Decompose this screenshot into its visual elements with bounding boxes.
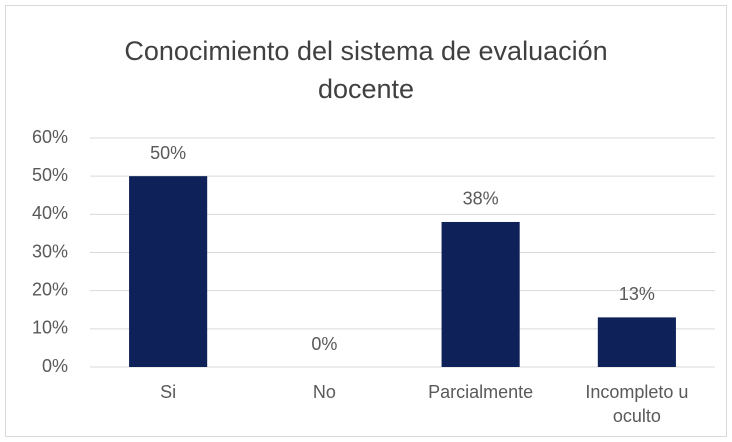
y-tick-label: 10% [32,318,68,338]
data-label: 50% [150,143,186,163]
data-label: 38% [463,189,499,209]
y-tick-label: 20% [32,279,68,299]
x-tick-label: Incompleto u oculto [585,382,689,426]
x-tick-label: No [312,382,336,402]
bar [597,317,676,367]
bar [129,176,208,367]
y-tick-label: 60% [32,127,68,147]
chart-title: Conocimiento del sistema de evaluación d… [124,36,608,104]
y-tick-label: 30% [32,241,68,261]
x-tick-label: Si [160,382,177,402]
data-label: 0% [311,334,337,354]
y-tick-label: 0% [42,356,68,376]
y-tick-label: 40% [32,203,68,223]
bar [441,221,520,367]
y-tick-label: 50% [32,165,68,185]
x-tick-label: Parcialmente [428,382,534,402]
data-label: 13% [619,284,655,304]
